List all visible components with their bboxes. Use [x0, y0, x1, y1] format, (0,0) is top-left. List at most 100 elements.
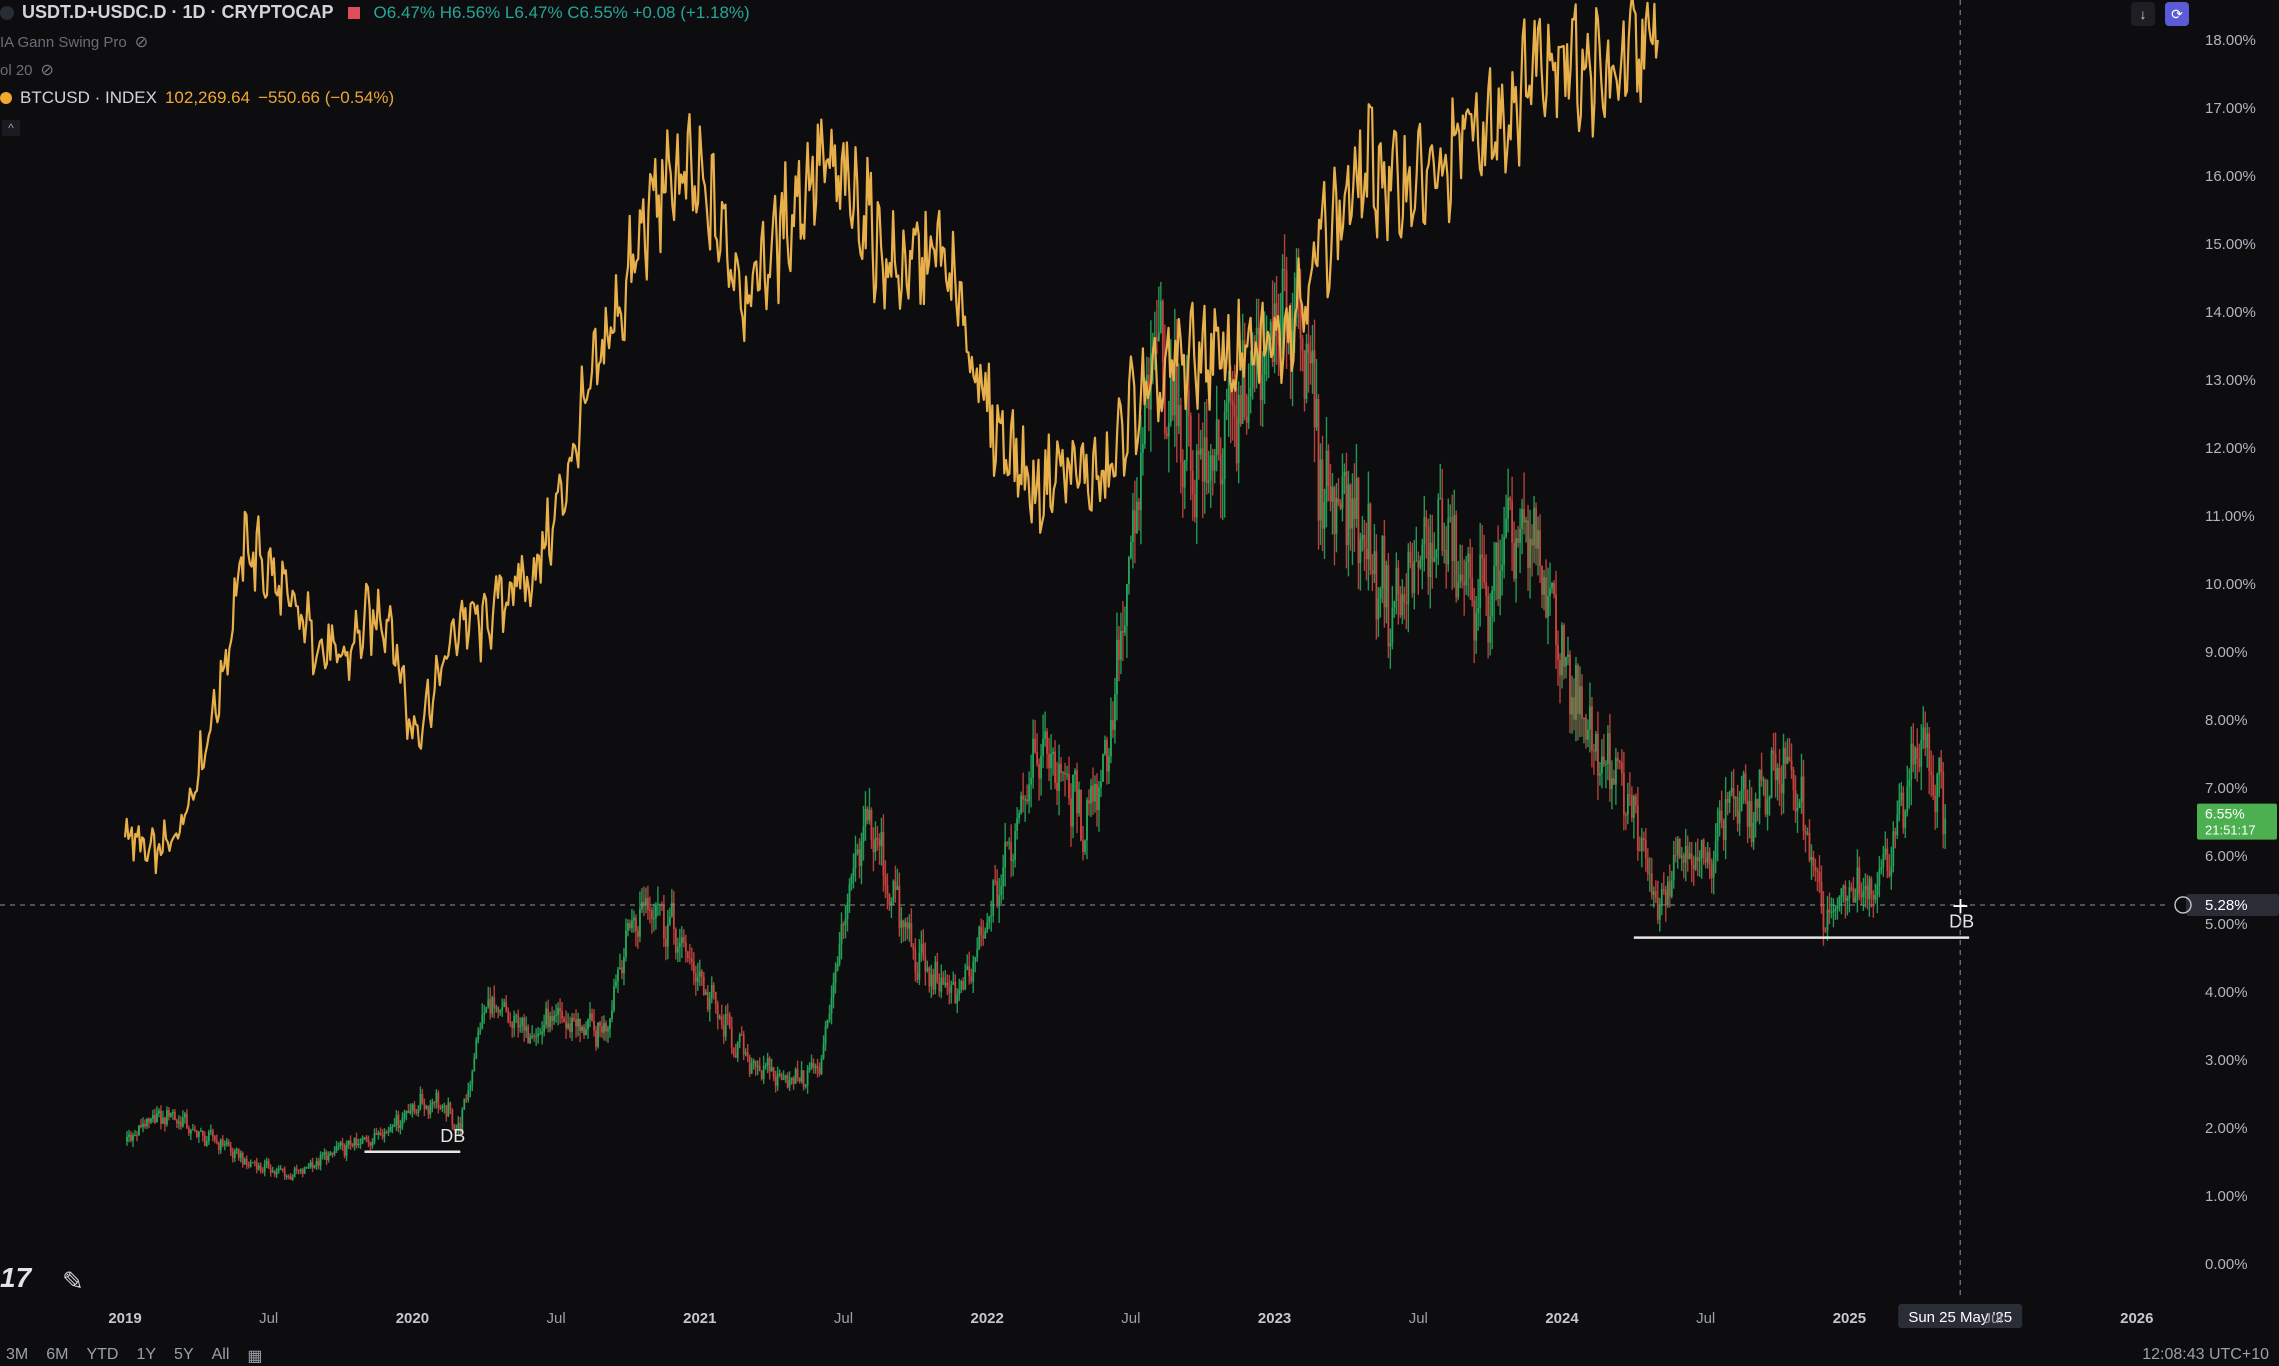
candle-body	[1367, 503, 1370, 560]
candle-body	[551, 1015, 554, 1022]
main-series-legend[interactable]: USDT.D+USDC.D · 1D · CRYPTOCAP O6.47% H6…	[0, 2, 750, 23]
range-button-6m[interactable]: 6M	[46, 1346, 69, 1363]
y-axis[interactable]: 0.00% 1.00% 2.00% 3.00% 4.00% 5.00% 6.00% 7.00%…	[2197, 32, 2277, 1273]
candle-body	[1058, 763, 1060, 791]
candle-body	[371, 1141, 374, 1146]
candle-body	[1612, 778, 1615, 785]
pencil-icon[interactable]: ✎	[62, 1266, 84, 1296]
candle-body	[1816, 870, 1819, 872]
candle-body	[128, 1134, 130, 1137]
candle-body	[1100, 781, 1102, 788]
download-icon[interactable]: ↓	[2131, 2, 2155, 26]
candle-body	[259, 1165, 262, 1172]
candle-body	[780, 1074, 783, 1080]
candle-body	[241, 1152, 244, 1165]
candle-body	[1660, 889, 1663, 905]
candle-body	[327, 1155, 330, 1160]
candle-body	[856, 849, 859, 853]
candle-body	[243, 1158, 246, 1165]
candle-body	[1607, 733, 1609, 765]
candle-body	[1624, 814, 1627, 816]
collapse-legend-button[interactable]: ^	[2, 120, 20, 136]
eye-hidden-icon[interactable]: ⊘	[40, 62, 54, 79]
candle-body	[136, 1135, 138, 1137]
candle-body	[1046, 731, 1048, 754]
candle-body	[818, 1068, 821, 1074]
indicator-legend-2[interactable]: ol 20 ⊘	[0, 60, 54, 80]
candle-body	[1577, 665, 1579, 715]
x-axis[interactable]: 2019 Jul 2020 Jul 2021 Jul 2022 Jul 2023 Jul 2024 J…	[108, 1310, 2153, 1327]
candle-body	[920, 943, 923, 953]
candle-body	[988, 916, 991, 923]
flag-icon[interactable]	[347, 6, 360, 19]
candle-body	[585, 1029, 587, 1036]
range-button-all[interactable]: All	[211, 1346, 230, 1363]
candle-body	[1193, 494, 1196, 518]
candle-body	[826, 1019, 829, 1027]
indicator-legend-1[interactable]: IA Gann Swing Pro ⊘	[0, 32, 148, 52]
x-tick-label: Jul	[1409, 1310, 1428, 1327]
candle-body	[1656, 897, 1659, 920]
candle-body	[752, 1060, 755, 1063]
candle-body	[1429, 542, 1432, 578]
range-button-ytd[interactable]: YTD	[86, 1346, 119, 1363]
candle-body	[1838, 896, 1841, 906]
candle-body	[283, 1169, 286, 1177]
candle-body	[884, 875, 887, 886]
candle-body	[1415, 560, 1418, 562]
candle-body	[1301, 338, 1304, 351]
candle-body	[1868, 878, 1871, 900]
candle-body	[828, 1013, 831, 1020]
candle-body	[1042, 738, 1044, 756]
candle-body	[1213, 455, 1216, 471]
candle-body	[902, 920, 905, 928]
candle-body	[1217, 419, 1220, 455]
calendar-icon[interactable]: ▦	[247, 1348, 263, 1365]
candle-body	[1309, 352, 1312, 364]
candle-body	[1351, 498, 1354, 529]
candle-body	[1614, 757, 1617, 785]
candle-body	[1936, 774, 1939, 812]
compare-series-legend[interactable]: BTCUSD · INDEX 102,269.64 −550.66 (−0.54…	[0, 88, 394, 108]
candle-body	[1746, 800, 1749, 827]
candle-body	[958, 989, 961, 995]
candle-body	[168, 1110, 170, 1117]
eye-hidden-icon[interactable]: ⊘	[134, 34, 149, 51]
y-tick-label: 10.00%	[2205, 576, 2256, 593]
candle-body	[1066, 773, 1068, 775]
candle-body	[1447, 518, 1450, 565]
range-button-5y[interactable]: 5Y	[174, 1346, 194, 1363]
candle-body	[1790, 760, 1793, 771]
candle-body	[836, 964, 839, 971]
candle-body	[1139, 452, 1142, 511]
candle-body	[742, 1034, 745, 1055]
y-tick-label: 12.00%	[2205, 440, 2256, 457]
candle-body	[996, 880, 999, 907]
candle-body	[1545, 577, 1547, 618]
candle-body	[1820, 881, 1823, 907]
candle-body	[355, 1138, 358, 1146]
candle-body	[1006, 842, 1009, 844]
candle-body	[351, 1144, 354, 1146]
range-button-1y[interactable]: 1Y	[136, 1346, 157, 1363]
candle-body	[1644, 839, 1647, 859]
candle-body	[1499, 570, 1502, 600]
candle-body	[1549, 588, 1551, 597]
candle-body	[1072, 774, 1074, 827]
candle-body	[1247, 396, 1250, 423]
candle-body	[1696, 856, 1699, 861]
x-tick-label: Jul	[259, 1310, 278, 1327]
range-button-3m[interactable]: 3M	[6, 1346, 29, 1363]
sync-icon[interactable]: ⟳	[2165, 2, 2189, 26]
candle-body	[1361, 535, 1364, 540]
candle-body	[684, 942, 687, 952]
candle-body	[1690, 853, 1693, 865]
candle-body	[1090, 785, 1092, 804]
candle-body	[942, 977, 945, 985]
candle-body	[1086, 800, 1088, 841]
candle-body	[1920, 740, 1923, 767]
candle-body	[1048, 753, 1050, 769]
candle-body	[1020, 795, 1023, 814]
candle-body	[193, 1129, 196, 1131]
